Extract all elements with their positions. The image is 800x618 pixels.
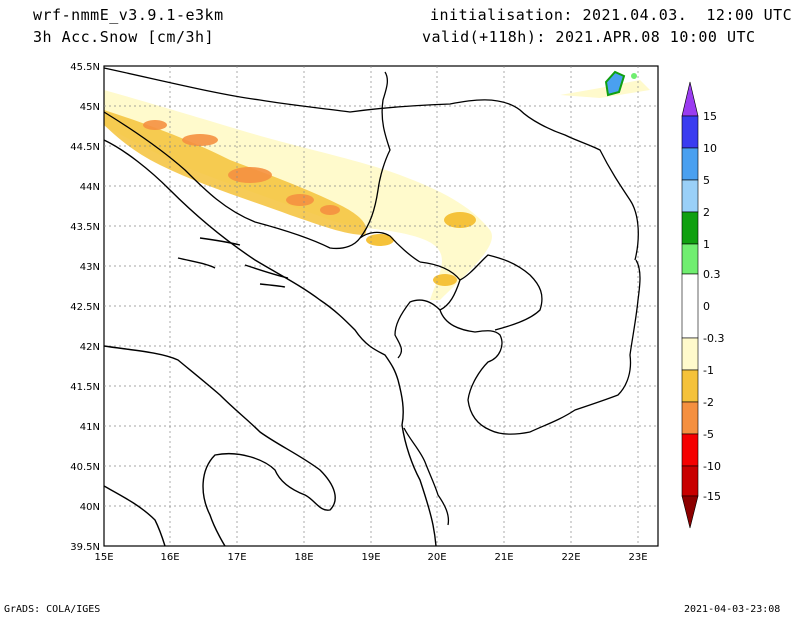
footer-credit: GrADS: COLA/IGES [4, 604, 101, 615]
valid-time: valid(+118h): 2021.APR.08 10:00 UTC [422, 28, 756, 46]
lat-label: 39.5N [70, 542, 100, 553]
colorbar-top-arrow [681, 81, 699, 117]
colorbar-label: -0.3 [703, 332, 724, 345]
lat-label: 44.5N [70, 142, 100, 153]
lat-label: 41.5N [70, 382, 100, 393]
colorbar-bottom-arrow [681, 495, 699, 529]
colorbar-label: -10 [703, 460, 721, 473]
lat-label: 42N [80, 342, 100, 353]
colorbar-label: -1 [703, 364, 714, 377]
colorbar-cell [681, 115, 699, 149]
lat-label: 45N [80, 102, 100, 113]
lat-label: 43.5N [70, 222, 100, 233]
model-title: wrf-nmmE_v3.9.1-e3km [33, 6, 224, 24]
snowfall-shading [104, 70, 650, 300]
lat-label: 41N [80, 422, 100, 433]
colorbar-label: 0.3 [703, 268, 721, 281]
grid-lines [104, 66, 658, 546]
colorbar-label: 5 [703, 174, 710, 187]
lon-label: 17E [227, 552, 246, 563]
colorbar-label: 15 [703, 110, 717, 123]
lat-label: 43N [80, 262, 100, 273]
colorbar-cell [681, 369, 699, 403]
lon-label: 19E [361, 552, 380, 563]
lon-label: 15E [94, 552, 113, 563]
colorbar-cell [681, 179, 699, 213]
colorbar-cell [681, 401, 699, 435]
variable-title: 3h Acc.Snow [cm/3h] [33, 28, 215, 46]
lon-label: 20E [427, 552, 446, 563]
lon-label: 23E [628, 552, 647, 563]
lat-label: 42.5N [70, 302, 100, 313]
colorbar [681, 81, 699, 529]
colorbar-cell [681, 147, 699, 181]
lat-label: 44N [80, 182, 100, 193]
colorbar-label: -5 [703, 428, 714, 441]
initialisation-time: initialisation: 2021.04.03. 12:00 UTC [430, 6, 793, 24]
lon-label: 22E [561, 552, 580, 563]
colorbar-labels: 15 10 5 2 1 0.3 0 -0.3 -1 -2 -5 -10 -15 [703, 110, 724, 503]
colorbar-label: -2 [703, 396, 714, 409]
colorbar-cell [681, 433, 699, 467]
country-borders [103, 67, 641, 526]
colorbar-label: 0 [703, 300, 710, 313]
coastlines [103, 139, 437, 547]
lon-label: 18E [294, 552, 313, 563]
footer-timestamp: 2021-04-03-23:08 [684, 604, 781, 615]
colorbar-cell [681, 465, 699, 497]
colorbar-label: 10 [703, 142, 717, 155]
longitude-labels: 15E 16E 17E 18E 19E 20E 21E 22E 23E [94, 552, 647, 563]
colorbar-label: -15 [703, 490, 721, 503]
latitude-labels: 45.5N 45N 44.5N 44N 43.5N 43N 42.5N 42N … [70, 62, 100, 553]
colorbar-label: 2 [703, 206, 710, 219]
colorbar-cell [681, 273, 699, 339]
lon-label: 21E [494, 552, 513, 563]
lat-label: 45.5N [70, 62, 100, 73]
lat-label: 40.5N [70, 462, 100, 473]
lat-label: 40N [80, 502, 100, 513]
colorbar-cell [681, 337, 699, 371]
lon-label: 16E [160, 552, 179, 563]
colorbar-cell [681, 243, 699, 275]
colorbar-label: 1 [703, 238, 710, 251]
colorbar-cell [681, 211, 699, 245]
